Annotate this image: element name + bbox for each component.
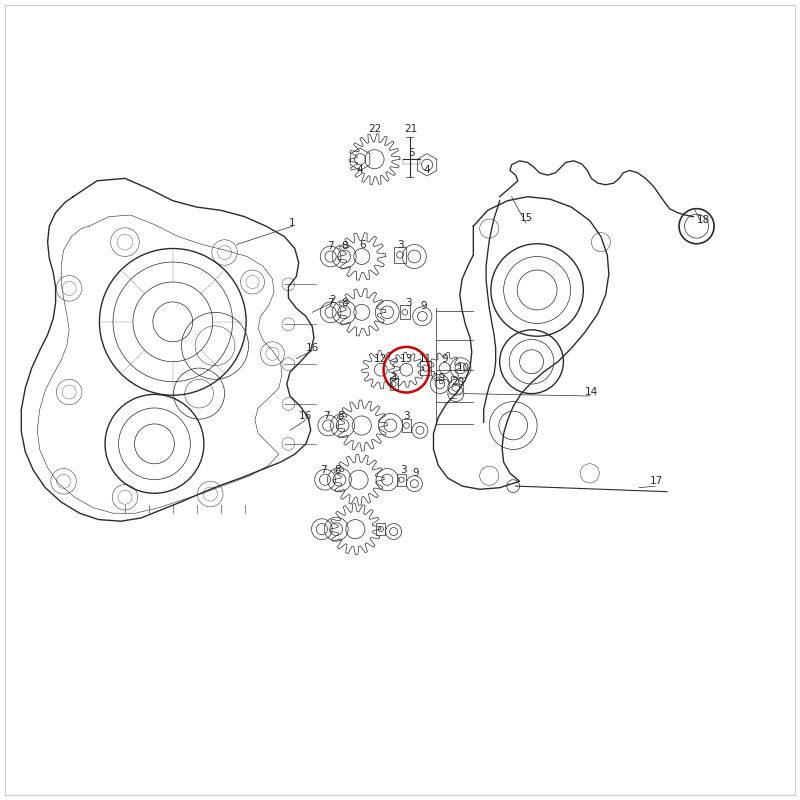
Text: 15: 15 [519, 214, 533, 223]
Text: 1: 1 [289, 218, 296, 228]
Text: 7: 7 [327, 241, 334, 251]
Text: 5: 5 [409, 148, 415, 158]
Text: 16: 16 [306, 343, 319, 353]
Text: 19: 19 [434, 373, 446, 382]
Text: 11: 11 [419, 354, 432, 363]
Text: 3: 3 [405, 298, 411, 308]
Bar [377, 523, 386, 535]
Text: 4: 4 [357, 166, 363, 175]
Bar [390, 378, 398, 390]
Text: 7: 7 [320, 465, 326, 475]
Text: 8: 8 [341, 241, 347, 251]
Text: 7: 7 [323, 411, 330, 421]
Text: 10: 10 [458, 363, 470, 373]
Text: 9: 9 [442, 354, 448, 363]
Text: 22: 22 [368, 124, 381, 134]
Bar [394, 247, 406, 263]
Text: 12: 12 [374, 354, 387, 363]
Text: 3: 3 [403, 411, 410, 421]
Text: 3: 3 [390, 373, 397, 382]
Text: 13: 13 [400, 354, 413, 363]
Text: 20: 20 [451, 378, 464, 387]
Text: 7: 7 [327, 298, 334, 308]
Text: 8: 8 [334, 465, 341, 475]
Text: 4: 4 [424, 166, 430, 175]
Text: 6: 6 [359, 239, 366, 250]
Text: 18: 18 [696, 215, 710, 225]
Text: 21: 21 [405, 124, 418, 134]
Text: 2: 2 [329, 295, 335, 306]
Text: 3: 3 [400, 465, 406, 475]
Text: 9: 9 [413, 468, 419, 478]
Bar [402, 419, 411, 432]
Bar [420, 361, 430, 375]
Text: 17: 17 [650, 476, 663, 486]
Text: 8: 8 [341, 298, 347, 308]
Bar [400, 305, 410, 319]
Text: 3: 3 [397, 239, 403, 250]
Text: 8: 8 [338, 411, 344, 421]
Text: 9: 9 [421, 301, 427, 311]
Text: 14: 14 [585, 387, 598, 397]
Bar [398, 474, 406, 486]
Text: 16: 16 [299, 411, 313, 421]
